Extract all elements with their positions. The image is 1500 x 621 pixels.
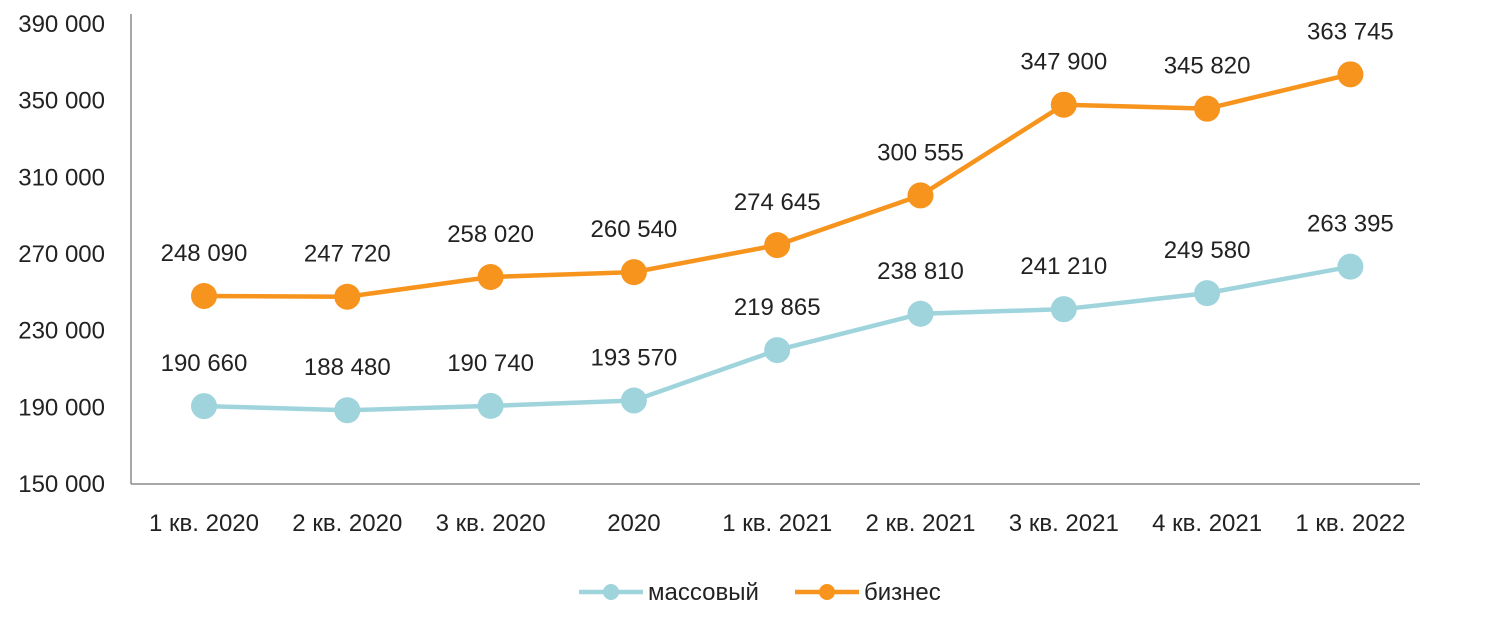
- data-point: [1194, 95, 1221, 122]
- legend-marker: [603, 584, 619, 600]
- legend-marker: [819, 584, 835, 600]
- y-tick-label: 350 000: [18, 88, 105, 115]
- x-tick-label: 4 кв. 2021: [1152, 510, 1262, 537]
- data-label: 258 020: [447, 221, 534, 248]
- legend-item: бизнес: [795, 579, 941, 606]
- data-point: [191, 393, 217, 420]
- legend: массовый бизнес: [579, 579, 941, 606]
- data-point: [477, 263, 504, 290]
- y-tick-label: 190 000: [18, 394, 105, 421]
- data-label: 241 210: [1020, 253, 1107, 280]
- data-point: [907, 182, 934, 209]
- data-point: [620, 259, 647, 286]
- y-tick-label: 270 000: [18, 241, 105, 268]
- data-point: [1050, 296, 1077, 323]
- x-tick-label: 2020: [607, 510, 660, 537]
- x-tick-label: 1 кв. 2022: [1295, 510, 1405, 537]
- data-point: [764, 232, 791, 259]
- data-label: 219 865: [734, 294, 821, 321]
- axes: [130, 14, 1420, 485]
- data-point: [1050, 91, 1077, 118]
- data-point: [620, 387, 647, 414]
- x-tick-label: 2 кв. 2020: [292, 510, 402, 537]
- data-label: 274 645: [734, 189, 821, 216]
- data-label: 300 555: [877, 139, 964, 166]
- data-label: 193 570: [591, 344, 678, 371]
- data-label: 260 540: [591, 216, 678, 243]
- data-label: 345 820: [1164, 53, 1251, 80]
- data-label: 249 580: [1164, 237, 1251, 264]
- y-tick-label: 310 000: [18, 164, 105, 191]
- data-label: 190 660: [161, 350, 248, 377]
- legend-item: массовый: [579, 579, 759, 606]
- y-axis-ticks: 150 000 190 000 230 000 270 000 310 000 350 0…: [18, 11, 105, 498]
- data-label: 190 740: [447, 350, 534, 377]
- data-point: [907, 300, 934, 327]
- data-label: 188 480: [304, 354, 391, 381]
- data-point: [191, 282, 217, 309]
- data-label: 248 090: [161, 240, 248, 267]
- x-axis-ticks: 1 кв. 2020 2 кв. 2020 3 кв. 2020 2020 1 кв. …: [149, 510, 1405, 537]
- data-point: [477, 392, 504, 419]
- legend-label: бизнес: [864, 579, 941, 606]
- legend-label: массовый: [648, 579, 759, 606]
- y-tick-label: 390 000: [18, 11, 105, 38]
- data-point: [1337, 253, 1364, 280]
- data-point: [764, 337, 791, 364]
- data-label: 263 395: [1307, 211, 1394, 238]
- data-point: [1194, 280, 1221, 307]
- data-point: [1337, 61, 1364, 88]
- x-tick-label: 1 кв. 2021: [722, 510, 832, 537]
- y-tick-label: 230 000: [18, 318, 105, 345]
- data-point: [334, 283, 361, 310]
- data-point: [334, 397, 361, 424]
- x-tick-label: 3 кв. 2020: [436, 510, 546, 537]
- data-label: 363 745: [1307, 18, 1394, 45]
- x-tick-label: 2 кв. 2021: [866, 510, 976, 537]
- y-tick-label: 150 000: [18, 471, 105, 498]
- data-labels: 190 660 188 480 190 740 193 570 219 865 238 8…: [161, 18, 1394, 381]
- data-label: 238 810: [877, 258, 964, 285]
- x-tick-label: 1 кв. 2020: [149, 510, 259, 537]
- x-tick-label: 3 кв. 2021: [1009, 510, 1119, 537]
- series-group: [191, 61, 1364, 424]
- data-label: 247 720: [304, 241, 391, 268]
- data-label: 347 900: [1020, 49, 1107, 76]
